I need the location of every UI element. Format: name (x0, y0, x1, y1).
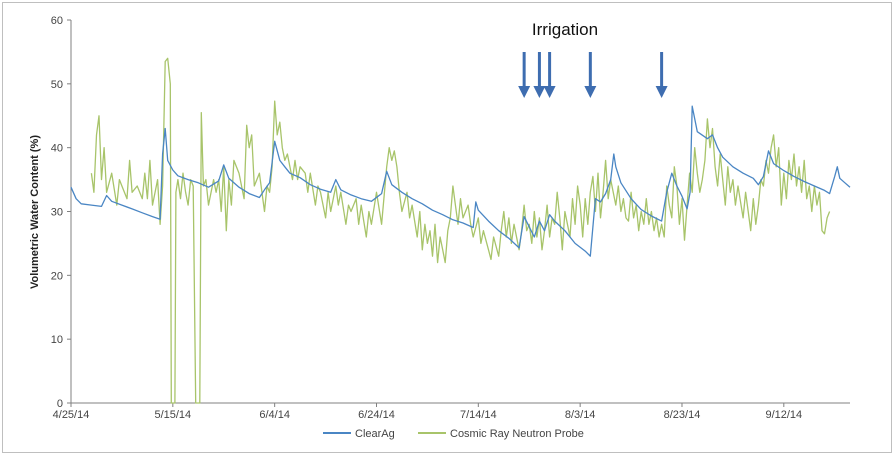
y-tick-label: 10 (51, 334, 63, 346)
legend-cosmic-ray-neutron-probe: Cosmic Ray Neutron Probe (418, 428, 584, 440)
y-tick-label: 30 (51, 207, 63, 219)
legend-clearag: ClearAg (323, 428, 395, 440)
x-tick-label: 7/14/14 (460, 409, 497, 421)
irrigation-annotation: Irrigation (518, 20, 668, 98)
x-tick-label: 6/24/14 (358, 409, 395, 421)
irrigation-label: Irrigation (532, 20, 598, 39)
irrigation-arrow (543, 52, 556, 98)
y-tick-label: 20 (51, 270, 63, 282)
legend-label: Cosmic Ray Neutron Probe (450, 428, 584, 440)
irrigation-arrow (533, 52, 546, 98)
x-tick-label: 4/25/14 (53, 409, 90, 421)
x-tick-label: 8/3/14 (565, 409, 596, 421)
y-axis-label: Volumetric Water Content (%) (29, 135, 41, 289)
legend-label: ClearAg (355, 428, 395, 440)
x-tick-label: 8/23/14 (664, 409, 701, 421)
y-tick-label: 60 (51, 15, 63, 27)
series-line-clearag (70, 105, 851, 257)
x-tick-label: 5/15/14 (154, 409, 191, 421)
y-tick-label: 40 (51, 143, 63, 155)
x-axis: 4/25/14 5/15/14 6/4/14 6/24/14 7/14/14 8/3/14… (53, 402, 850, 421)
irrigation-arrow (655, 52, 668, 98)
y-axis: 0 10 20 30 40 50 60 (51, 15, 72, 410)
series-group (70, 57, 851, 404)
y-tick-label: 0 (57, 398, 63, 410)
legend: ClearAg Cosmic Ray Neutron Probe (323, 428, 584, 440)
y-tick-label: 50 (51, 79, 63, 91)
series-line-cosmic-ray-neutron-probe (90, 57, 831, 404)
irrigation-arrow (518, 52, 531, 98)
x-tick-label: 9/12/14 (765, 409, 802, 421)
x-tick-label: 6/4/14 (259, 409, 290, 421)
irrigation-arrow (584, 52, 597, 98)
